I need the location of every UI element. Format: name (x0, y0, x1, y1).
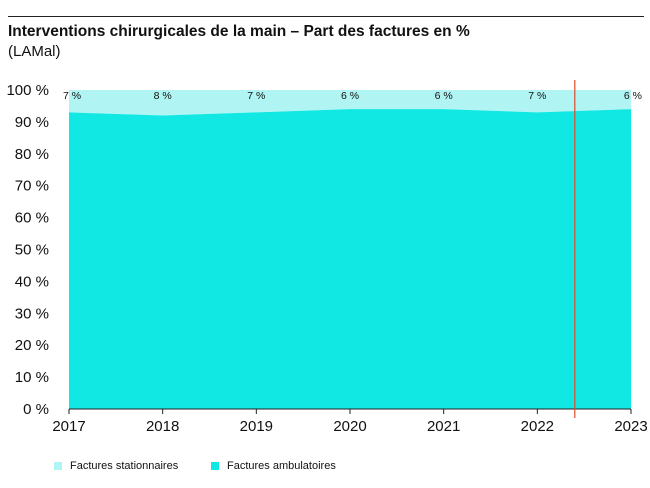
y-tick-label: 60 % (15, 210, 49, 227)
y-tick-label: 70 % (15, 178, 49, 195)
legend-label-stationnaires: Factures stationnaires (70, 460, 179, 472)
y-tick-label: 90 % (15, 114, 49, 131)
y-tick-label: 20 % (15, 337, 49, 354)
y-tick-label: 100 % (6, 82, 49, 99)
y-tick-label: 30 % (15, 305, 49, 322)
data-label-stationnaires: 7 % (63, 90, 81, 102)
area-series-ambulatoires (69, 109, 631, 409)
y-tick-label: 0 % (23, 401, 49, 418)
area-series-stationnaires (69, 90, 631, 116)
y-tick-label: 50 % (15, 242, 49, 259)
data-label-stationnaires: 7 % (528, 90, 546, 102)
data-label-stationnaires: 6 % (341, 90, 359, 102)
top-rule (8, 16, 644, 17)
x-tick-label: 2020 (333, 418, 366, 435)
y-tick-label: 40 % (15, 273, 49, 290)
data-label-stationnaires: 7 % (247, 90, 265, 102)
legend-swatch-ambulatoires (211, 462, 219, 470)
data-label-stationnaires: 8 % (154, 90, 172, 102)
chart-title: Interventions chirurgicales de la main –… (8, 23, 470, 40)
legend-item-ambulatoires: Factures ambulatoires (211, 460, 336, 472)
chart-subtitle: (LAMal) (8, 43, 61, 60)
x-tick-label: 2019 (240, 418, 273, 435)
x-tick-label: 2018 (146, 418, 179, 435)
x-tick-label: 2017 (52, 418, 85, 435)
legend-label-ambulatoires: Factures ambulatoires (227, 460, 336, 472)
legend-swatch-stationnaires (54, 462, 62, 470)
y-tick-label: 80 % (15, 146, 49, 163)
x-tick-label: 2022 (521, 418, 554, 435)
x-tick-label: 2023 (614, 418, 647, 435)
legend-item-stationnaires: Factures stationnaires (54, 460, 178, 472)
data-label-stationnaires: 6 % (624, 90, 642, 102)
data-label-stationnaires: 6 % (435, 90, 453, 102)
y-tick-label: 10 % (15, 369, 49, 386)
x-tick-label: 2021 (427, 418, 460, 435)
